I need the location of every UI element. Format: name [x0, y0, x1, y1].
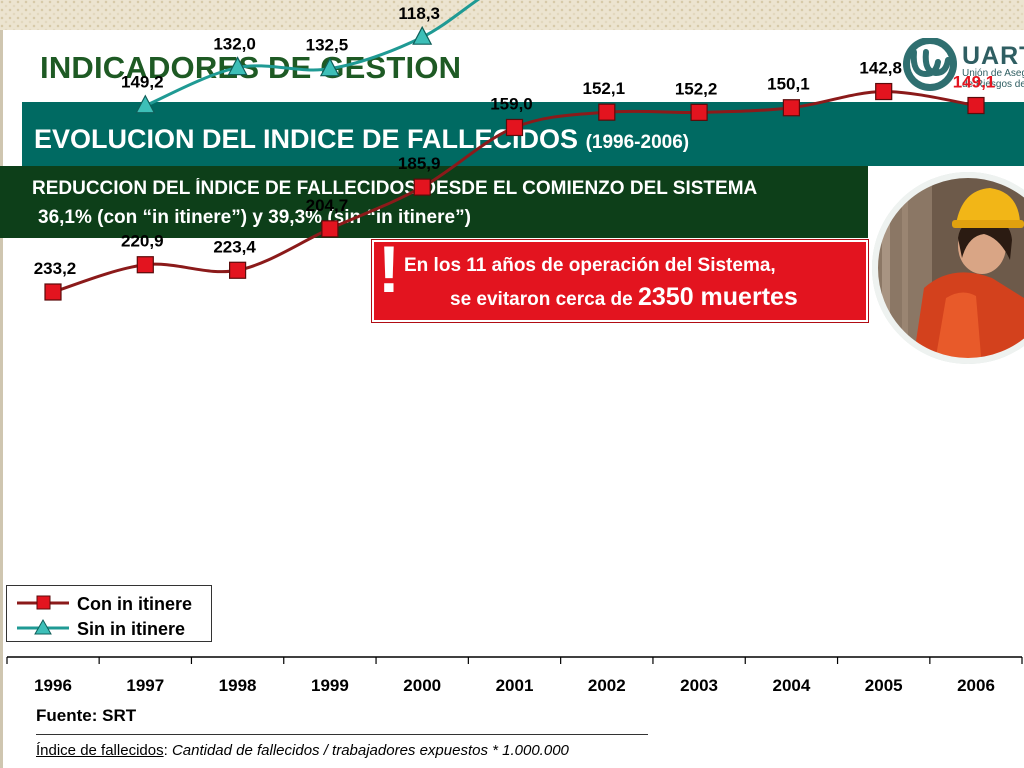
chart-subtitle: EVOLUCION DEL INDICE DE FALLECIDOS (1996…: [34, 124, 689, 155]
callout-line2-prefix: se evitaron cerca de: [450, 289, 633, 310]
logo-subtitle-line1: Unión de Aseg: [962, 68, 1024, 79]
legend-item-sin-in-itinere: Sin in itinere: [15, 616, 211, 640]
uart-logo-icon: [903, 38, 957, 91]
worker-photo: [872, 172, 1024, 364]
slide-background-texture: [0, 0, 1024, 30]
logo-subtitle: Unión de Aseg de Riesgos del: [962, 68, 1024, 90]
legend-item-con-in-itinere: Con in itinere: [15, 591, 211, 615]
legend-square-marker-icon: [17, 595, 69, 610]
index-definition-footnote: Índice de fallecidos: Cantidad de fallec…: [36, 742, 569, 759]
legend-label: Sin in itinere: [77, 619, 186, 639]
reduction-line1: REDUCCION DEL ÍNDICE DE FALLECIDOS DESDE…: [32, 178, 758, 199]
subtitle-years: (1996-2006): [585, 132, 690, 153]
legend-triangle-marker-icon: [17, 618, 69, 635]
exclamation-icon: !: [378, 232, 400, 306]
source-note: Fuente: SRT: [36, 706, 137, 725]
footnote-term: Índice de fallecidos: [36, 742, 164, 759]
callout-emphasis: 2350 muertes: [638, 283, 798, 311]
subtitle-text: EVOLUCION DEL INDICE DE FALLECIDOS: [34, 124, 579, 154]
reduction-line2: 36,1% (con “in itinere”) y 39,3% (sin “i…: [38, 207, 471, 228]
callout-line2: se evitaron cerca de 2350 muertes: [450, 283, 798, 312]
footnote-separator: :: [163, 742, 172, 759]
legend-label: Con in itinere: [77, 594, 193, 614]
page-title: INDICADORES DE GESTION: [40, 50, 462, 85]
logo-wordmark: UART: [962, 42, 1024, 70]
footnote-divider: [36, 734, 648, 735]
chart-legend: Con in itinere Sin in itinere: [6, 585, 212, 642]
logo-subtitle-line2: de Riesgos del: [962, 79, 1024, 90]
callout-line1: En los 11 años de operación del Sistema,: [404, 255, 776, 276]
footnote-definition: Cantidad de fallecidos / trabajadores ex…: [171, 742, 569, 759]
